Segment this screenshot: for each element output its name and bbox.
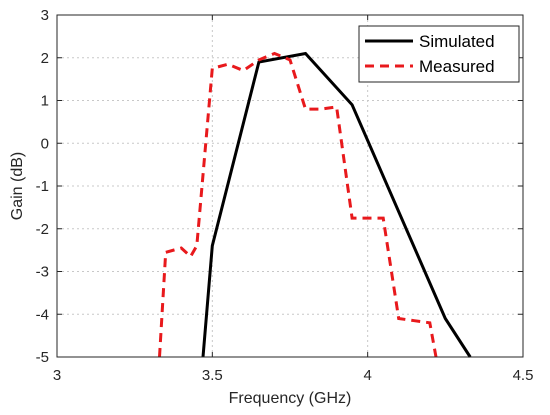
y-tick-label: 0	[41, 135, 49, 152]
legend-label-measured: Measured	[419, 57, 495, 76]
y-tick-label: -5	[36, 349, 49, 366]
y-tick-label: 2	[41, 50, 49, 67]
y-axis-title: Gain (dB)	[9, 152, 26, 220]
series-line-simulated	[201, 51, 472, 358]
x-tick-label: 4	[363, 367, 371, 384]
y-tick-label: -2	[36, 221, 49, 238]
legend-label-simulated: Simulated	[419, 32, 495, 51]
y-tick-label: 1	[41, 93, 49, 110]
x-tick-label: 3.5	[202, 367, 223, 384]
y-tick-label: 3	[41, 7, 49, 24]
x-axis-title: Frequency (GHz)	[229, 390, 352, 407]
legend: Simulated Measured	[358, 25, 520, 83]
x-tick-label: 3	[53, 367, 61, 384]
legend-box	[358, 25, 520, 83]
y-tick-label: -4	[36, 306, 49, 323]
series-layer	[158, 51, 472, 358]
ticks: 3 3.5 4 4.5 -5 -4 -3 -2 -1 0 1 2 3	[36, 7, 534, 384]
y-tick-label: -1	[36, 178, 49, 195]
x-tick-label: 4.5	[513, 367, 534, 384]
y-tick-label: -3	[36, 264, 49, 281]
series-line-measured	[158, 51, 438, 358]
